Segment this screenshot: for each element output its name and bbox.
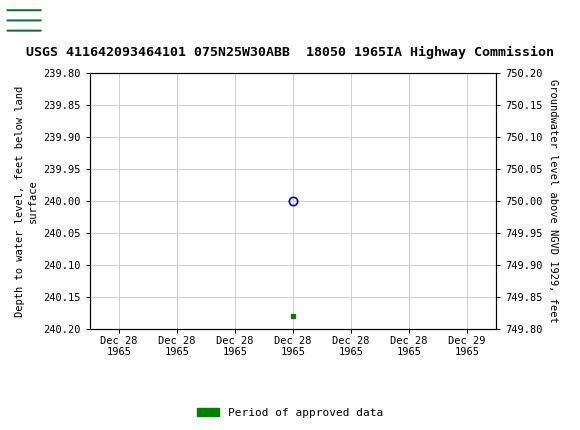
Legend: Period of approved data: Period of approved data xyxy=(193,403,387,422)
Text: USGS: USGS xyxy=(55,10,119,31)
Y-axis label: Groundwater level above NGVD 1929, feet: Groundwater level above NGVD 1929, feet xyxy=(548,79,558,323)
Y-axis label: Depth to water level, feet below land
surface: Depth to water level, feet below land su… xyxy=(14,86,38,316)
Text: USGS 411642093464101 075N25W30ABB  18050 1965IA Highway Commission: USGS 411642093464101 075N25W30ABB 18050 … xyxy=(26,46,554,59)
FancyBboxPatch shape xyxy=(0,4,55,37)
